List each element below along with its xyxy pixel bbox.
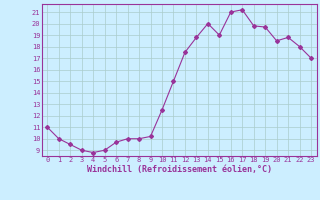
- X-axis label: Windchill (Refroidissement éolien,°C): Windchill (Refroidissement éolien,°C): [87, 165, 272, 174]
